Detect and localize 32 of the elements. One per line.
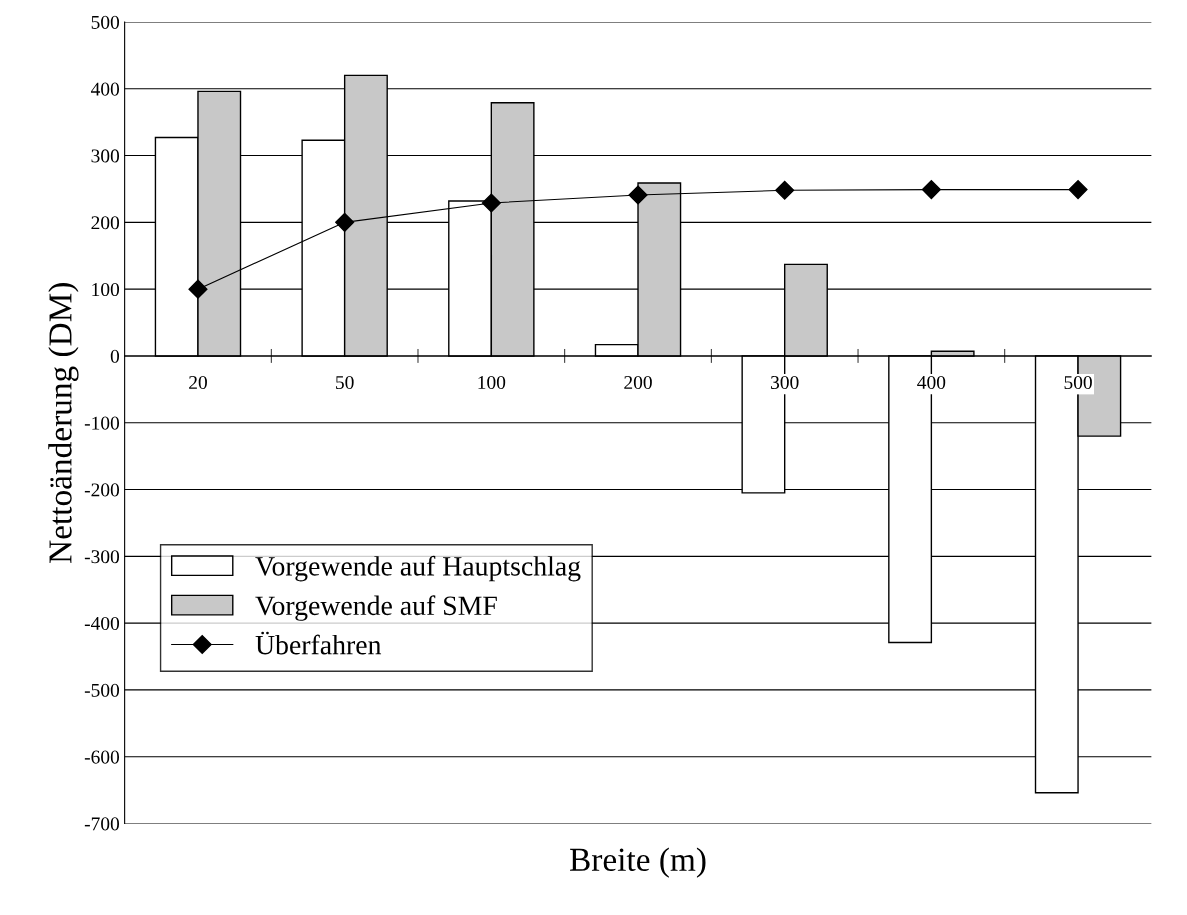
x-tick-label: 200 <box>624 375 652 390</box>
x-tick-label: 20 <box>189 375 207 390</box>
point <box>628 185 648 205</box>
point <box>775 180 795 200</box>
y-tick-label: 500 <box>91 15 120 29</box>
y-tick-label: -400 <box>84 616 120 631</box>
y-axis-title: Nettoänderung (DM) <box>48 283 79 563</box>
y-tick-label: 100 <box>92 282 120 297</box>
x-axis-title: Breite (m) <box>570 847 706 878</box>
x-tick-label: 50 <box>336 375 354 390</box>
x-tick-label: 300 <box>771 375 799 390</box>
legend-label: Vorgewende auf SMF <box>255 595 497 621</box>
point <box>481 193 501 213</box>
x-tick-label: 100 <box>478 375 506 390</box>
y-tick-label: -500 <box>84 683 120 697</box>
y-tick-label: -200 <box>84 483 120 497</box>
point <box>188 279 208 299</box>
y-tick-label: -300 <box>84 550 120 564</box>
y-tick-label: 300 <box>91 149 120 163</box>
y-tick-label: 200 <box>91 216 120 230</box>
point <box>921 180 941 200</box>
x-tick-label: 500 <box>1064 375 1092 390</box>
legend-label: Vorgewende auf Hauptschlag <box>255 555 581 582</box>
y-tick-label: -700 <box>84 817 120 831</box>
y-tick-label: 400 <box>90 82 120 96</box>
x-tick-label: 400 <box>917 375 946 390</box>
point <box>335 212 355 232</box>
point <box>1068 180 1088 200</box>
y-tick-label: -100 <box>84 416 120 430</box>
y-tick-label: -600 <box>84 750 120 764</box>
y-tick-label: 0 <box>110 349 120 363</box>
legend-label: Überfahren <box>255 631 382 655</box>
